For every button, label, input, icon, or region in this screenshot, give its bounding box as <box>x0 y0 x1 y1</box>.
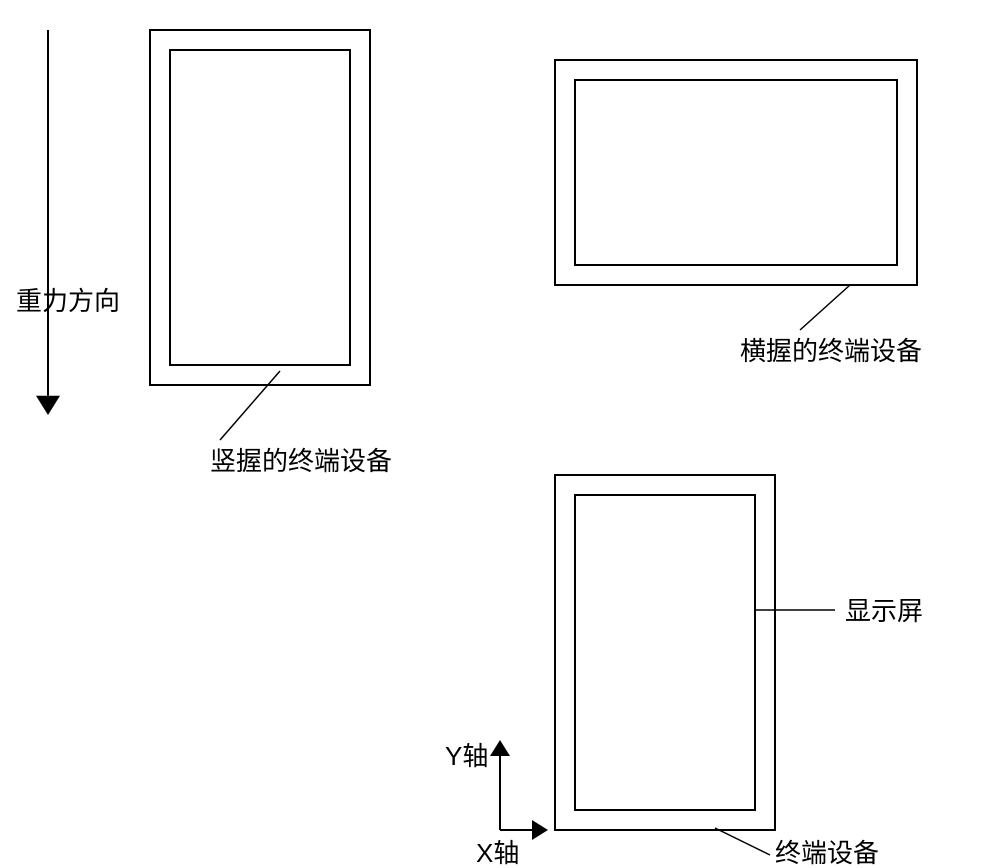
axis-device-inner <box>575 495 755 810</box>
landscape-device-inner <box>575 80 897 265</box>
screen-label: 显示屏 <box>845 596 923 626</box>
device-label: 终端设备 <box>775 838 879 868</box>
portrait-device-inner <box>170 50 350 365</box>
y-axis-label: Y轴 <box>445 741 488 771</box>
axis-device-outer <box>555 475 775 830</box>
x-axis-label: X轴 <box>476 838 519 868</box>
arrowhead <box>36 396 60 415</box>
portrait-device-outer <box>150 30 370 385</box>
landscape-leader <box>800 285 850 330</box>
portrait-leader <box>220 371 280 440</box>
landscape-label: 横握的终端设备 <box>740 336 922 366</box>
arrowhead <box>490 740 510 756</box>
portrait-label: 竖握的终端设备 <box>210 446 392 476</box>
diagram-canvas: 重力方向竖握的终端设备 横握的终端设备显示屏终端设备 Y轴 X轴 <box>0 0 1000 868</box>
gravity-label: 重力方向 <box>16 286 120 316</box>
device-leader <box>715 828 770 855</box>
landscape-device-outer <box>555 60 917 285</box>
arrowhead <box>532 820 548 840</box>
